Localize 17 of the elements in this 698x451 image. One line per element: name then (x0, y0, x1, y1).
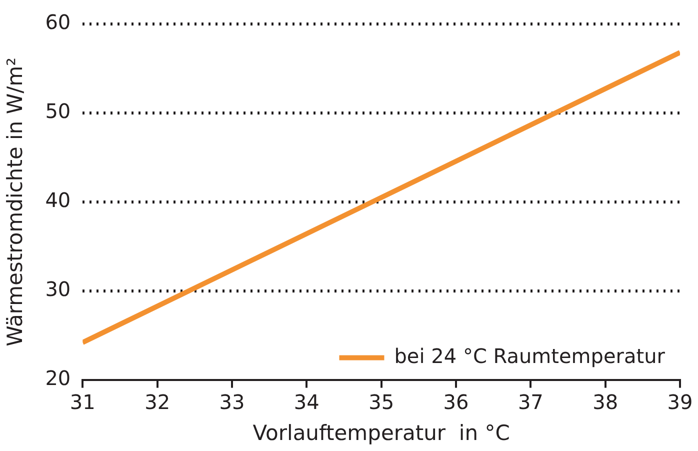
y-tick-label: 30 (45, 277, 71, 302)
x-tick-label: 34 (294, 390, 320, 414)
x-tick-label: 37 (518, 390, 544, 414)
x-tick-label: 32 (144, 390, 170, 414)
y-axis-title: Wärmestromdichte in W/m² (3, 57, 28, 346)
x-tick-label: 31 (70, 390, 96, 414)
y-tick-label: 40 (45, 188, 71, 212)
legend-label: bei 24 °C Raumtemperatur (394, 344, 666, 368)
x-tick-label: 38 (592, 390, 618, 414)
x-tick-label: 39 (667, 390, 693, 414)
y-tick-label: 60 (45, 10, 71, 34)
y-tick-label: 20 (45, 366, 71, 390)
y-tick-label: 50 (45, 99, 71, 124)
x-tick-label: 36 (443, 390, 469, 414)
x-tick-label: 35 (368, 390, 394, 414)
x-tick-label: 33 (219, 390, 245, 414)
x-axis-title: Vorlauftemperatur in °C (252, 420, 510, 445)
